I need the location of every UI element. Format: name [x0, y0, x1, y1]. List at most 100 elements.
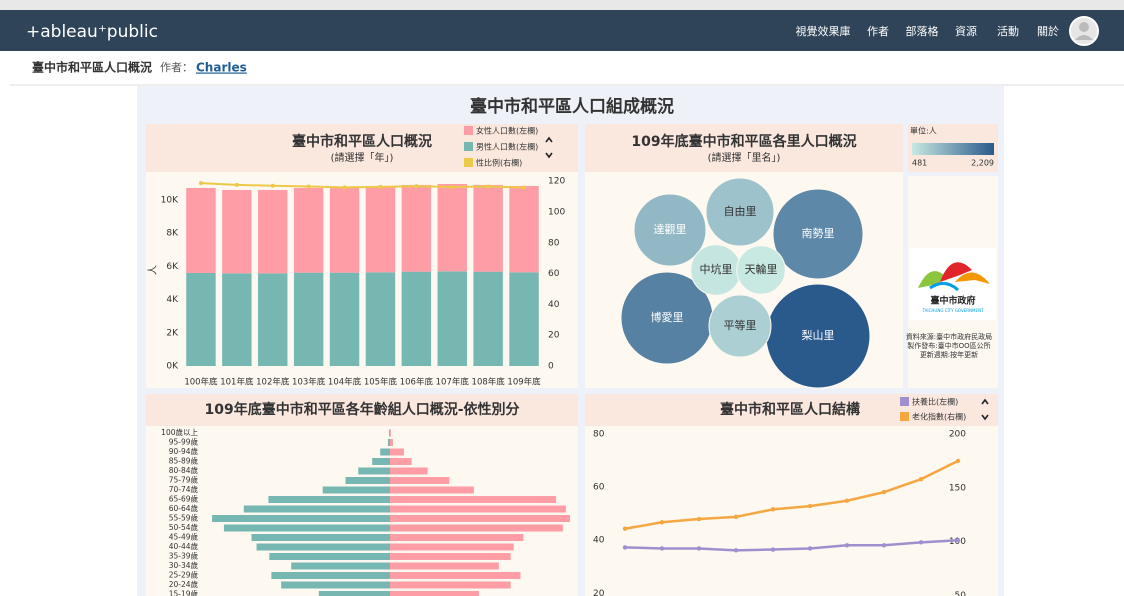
logo[interactable]: +ableau⁺public	[26, 22, 158, 42]
bubble[interactable]	[772, 188, 864, 280]
pyramid-bar	[243, 505, 390, 513]
x-tick-label: 107年底	[436, 377, 470, 388]
nav-link[interactable]: 關於	[1037, 24, 1059, 38]
line-point	[696, 546, 702, 551]
pyramid-bar	[390, 496, 557, 503]
bar-segment	[329, 187, 360, 273]
y2-tick-label: 40	[548, 300, 560, 310]
pyramid-bar	[251, 534, 390, 541]
pyramid-bar	[390, 581, 511, 589]
legend-swatch	[464, 142, 473, 151]
line-point	[342, 185, 347, 190]
nav-link[interactable]: 部落格	[906, 24, 939, 38]
y-tick-label: 15-19歲	[169, 589, 199, 596]
panel-body	[146, 172, 578, 388]
y-tick-label: 70-74歲	[169, 484, 199, 494]
y-tick-label: 55-59歲	[169, 513, 199, 523]
pyramid-bar	[223, 524, 390, 532]
chart-title: 臺中市和平區人口結構	[720, 401, 860, 418]
line-point	[659, 546, 665, 551]
pyramid-bar	[390, 543, 514, 551]
y-tick-label: 40-44歲	[169, 541, 199, 551]
y-tick-label: 60-64歲	[169, 503, 199, 513]
line-point	[807, 546, 813, 551]
bubble[interactable]	[708, 294, 772, 358]
y2-tick-label: 200	[949, 429, 966, 439]
nav-link[interactable]: 作者	[867, 25, 889, 38]
bubble[interactable]	[633, 193, 707, 267]
x-tick-label: 105年底	[364, 377, 398, 388]
bubble[interactable]	[736, 245, 786, 295]
pyramid-bar	[390, 553, 511, 560]
nav-link[interactable]: 資源	[955, 24, 977, 38]
y-tick-label: 20	[593, 589, 605, 596]
chart-subtitle: (請選擇「年」)	[331, 151, 394, 164]
y2-tick-label: 100	[548, 207, 565, 217]
bar-segment	[186, 187, 216, 273]
bar-segment	[258, 273, 288, 366]
pyramid-bar	[390, 439, 393, 446]
bubble-label: 自由里	[724, 204, 757, 218]
scroll-arrows[interactable]	[545, 136, 553, 159]
line-point	[844, 543, 850, 548]
bar-segment	[186, 272, 216, 366]
y-tick-label: 75-79歲	[169, 475, 199, 485]
pyramid-bar	[390, 524, 563, 532]
line	[624, 459, 959, 530]
y-tick-label: 50-54歲	[169, 522, 199, 532]
y2-tick-label: 120	[548, 177, 565, 187]
bar-segment	[401, 184, 432, 272]
pyramid-bar	[256, 543, 390, 551]
y-tick-label: 0K	[166, 362, 179, 372]
pyramid-bar	[291, 562, 390, 570]
dashboard-title: 臺中市和平區人口組成概況	[470, 96, 674, 117]
x-tick-label: 101年底	[220, 377, 254, 388]
x-tick-label: 102年底	[256, 377, 290, 388]
legend-swatch	[900, 397, 909, 406]
nav-link[interactable]: 視覺效果庫	[796, 24, 851, 38]
x-tick-label: 108年底	[472, 377, 506, 388]
color-scale-tick: 2,209	[971, 159, 994, 168]
logo-sub: TAICHUNG CITY GOVERNMENT	[922, 308, 984, 313]
y2-tick-label: 20	[548, 331, 560, 341]
bar-segment	[293, 272, 324, 366]
legend-label: 性比例(右欄)	[476, 158, 522, 168]
panel-header	[585, 124, 903, 172]
line-point	[450, 185, 455, 190]
line-point	[881, 489, 887, 495]
y2-tick-label: 50	[955, 591, 967, 596]
panel-header	[146, 394, 578, 426]
panel-body	[585, 426, 998, 596]
y-tick-label: 40	[593, 536, 605, 546]
line-point	[622, 526, 628, 531]
y-tick-label: 85-89歲	[169, 456, 199, 466]
author-label: 作者：	[160, 61, 193, 74]
chart-subtitle: (請選擇「里名」)	[708, 151, 781, 164]
bubble[interactable]	[705, 177, 775, 247]
x-tick-label: 104年底	[328, 377, 362, 388]
legend-swatch	[464, 126, 473, 135]
y-tick-label: 45-49歲	[169, 532, 199, 542]
logo-shape	[918, 271, 945, 288]
logo-shape	[929, 282, 960, 292]
y-tick-label: 65-69歲	[169, 494, 199, 504]
line-point	[486, 184, 491, 189]
logo-shape	[940, 262, 972, 282]
bar-segment	[258, 189, 288, 274]
y-tick-label: 90-94歲	[169, 446, 199, 456]
line-point	[378, 184, 383, 189]
y-tick-label: 60	[593, 483, 605, 493]
author-link[interactable]: Charles	[196, 61, 247, 75]
pyramid-bar	[389, 429, 390, 437]
nav-bar	[0, 10, 1124, 51]
nav-link[interactable]: 活動	[997, 24, 1019, 38]
bar-segment	[473, 184, 503, 272]
chart-title: 臺中市和平區人口概況	[292, 133, 432, 150]
pyramid-bar	[387, 439, 390, 446]
scroll-arrows[interactable]	[981, 398, 989, 421]
line-point	[918, 476, 924, 482]
y-tick-label: 10K	[161, 195, 179, 205]
pyramid-bar	[390, 534, 524, 541]
bar-segment	[509, 185, 539, 273]
y2-tick-label: 60	[548, 269, 560, 279]
